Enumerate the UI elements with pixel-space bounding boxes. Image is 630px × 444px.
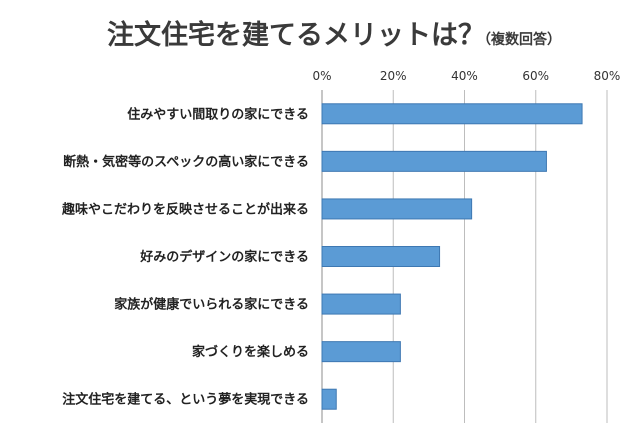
chart-subtitle: （複数回答）	[477, 31, 561, 48]
bar	[321, 198, 473, 220]
x-tick-label: 20%	[380, 69, 407, 83]
gridlines	[321, 90, 608, 423]
category-label: 住みやすい間取りの家にできる	[127, 106, 309, 122]
category-label: 趣味やこだわりを反映させることが出来る	[61, 201, 309, 217]
category-label: 家族が健康でいられる家にできる	[114, 297, 309, 313]
chart-title: 注文住宅を建てるメリットは？	[107, 19, 485, 51]
x-axis-ticks: 0% 20% 40% 60% 80%	[312, 69, 620, 83]
category-label: 好みのデザインの家にできる	[139, 249, 309, 265]
category-label: 断熱・気密等のスペックの高い家にできる	[63, 154, 309, 170]
bar	[321, 246, 441, 267]
category-label: 注文住宅を建てる、という夢を実現できる	[62, 392, 309, 408]
bars	[321, 103, 583, 410]
category-labels: 住みやすい間取りの家にできる断熱・気密等のスペックの高い家にできる趣味やこだわり…	[61, 106, 309, 407]
category-label: 家づくりを楽しめる	[192, 344, 309, 360]
bar	[321, 150, 547, 172]
bar	[321, 388, 337, 410]
x-tick-label: 0%	[312, 69, 331, 83]
bar	[321, 103, 583, 125]
x-tick-label: 60%	[522, 69, 549, 83]
bar	[321, 341, 401, 363]
x-tick-label: 80%	[594, 69, 621, 83]
x-tick-label: 40%	[451, 69, 478, 83]
bar	[321, 293, 401, 315]
